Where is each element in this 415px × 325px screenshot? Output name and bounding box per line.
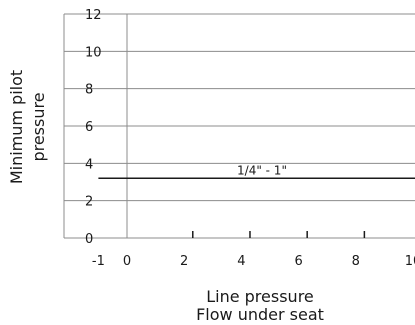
y-axis-title-line1: Minimum pilot	[7, 70, 26, 184]
y-tick-label-8: 8	[85, 83, 93, 98]
series-label-0: 1/4" - 1"	[237, 163, 287, 177]
x-tick-label-4: 4	[237, 254, 245, 269]
y-tick-label-12: 12	[85, 8, 102, 23]
grid-lines	[64, 13, 415, 239]
y-tick-label-6: 6	[85, 120, 93, 135]
tick-labels: 0 2 4 6 8 10 12 -1 0 2 4 6 8 10	[85, 8, 415, 269]
axes	[63, 14, 366, 238]
y-tick-label-0: 0	[85, 232, 93, 247]
x-axis-title-line1: Line pressure	[206, 287, 314, 306]
y-axis-title-line2: pressure	[29, 92, 48, 161]
x-tick-label-8: 8	[352, 254, 360, 269]
x-axis-title-line2: Flow under seat	[196, 305, 324, 324]
x-tick-label-6: 6	[294, 254, 302, 269]
y-tick-label-10: 10	[85, 45, 102, 60]
x-tick-label-2: 2	[180, 254, 188, 269]
x-tick-label-10: 10	[405, 254, 415, 269]
series-layer: 1/4" - 1"	[98, 163, 415, 180]
y-tick-label-2: 2	[85, 195, 93, 210]
x-tick-label--1: -1	[92, 254, 105, 269]
y-tick-label-4: 4	[85, 157, 93, 172]
x-tick-label-0: 0	[123, 254, 131, 269]
